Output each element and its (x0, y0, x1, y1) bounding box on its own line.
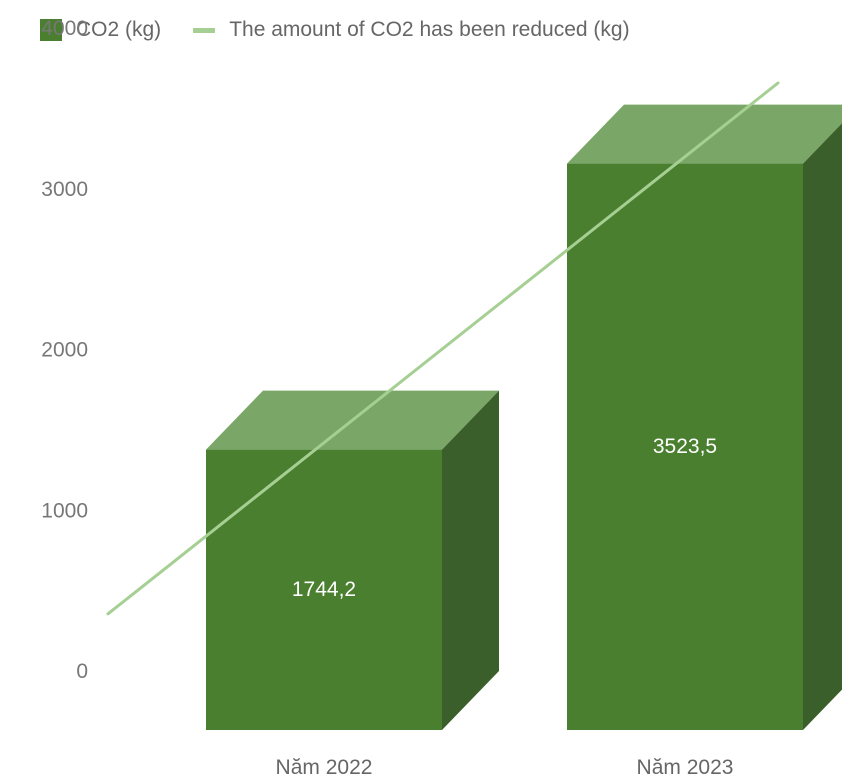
trend-line-group (106, 81, 780, 616)
legend: CO2 (kg) The amount of CO2 has been redu… (40, 18, 662, 42)
x-category-1: Năm 2022 (276, 756, 373, 776)
x-axis-categories: Năm 2022 Năm 2023 (276, 756, 734, 776)
legend-label-co2: CO2 (kg) (76, 18, 162, 41)
data-labels: 1744,2 3523,5 (292, 435, 717, 601)
legend-swatch-line (193, 27, 216, 33)
legend-swatch-bar (40, 19, 62, 41)
legend-item-reduced[interactable]: The amount of CO2 has been reduced (kg) (193, 18, 630, 42)
data-label-1: 1744,2 (292, 578, 356, 601)
legend-label-reduced: The amount of CO2 has been reduced (kg) (229, 18, 630, 41)
bar-2 (567, 104, 842, 730)
y-tick-0: 0 (76, 660, 88, 683)
x-category-2: Năm 2023 (637, 756, 734, 776)
bar-1 (206, 390, 499, 730)
bar-side-face (442, 390, 499, 730)
trend-line (106, 81, 780, 616)
y-tick-2000: 2000 (41, 339, 88, 362)
y-tick-3000: 3000 (41, 178, 88, 201)
legend-item-co2[interactable]: CO2 (kg) (40, 18, 161, 42)
bar-side-face (803, 123, 842, 730)
y-tick-4000: 4000 (41, 17, 88, 40)
bar-front-face (206, 449, 442, 730)
bar-top-face (567, 104, 842, 164)
y-tick-1000: 1000 (41, 499, 88, 522)
bar-front-face (567, 163, 803, 730)
y-axis-ticks: 0 1000 2000 3000 4000 (41, 17, 88, 683)
bars (206, 104, 842, 730)
data-label-2: 3523,5 (653, 435, 717, 458)
